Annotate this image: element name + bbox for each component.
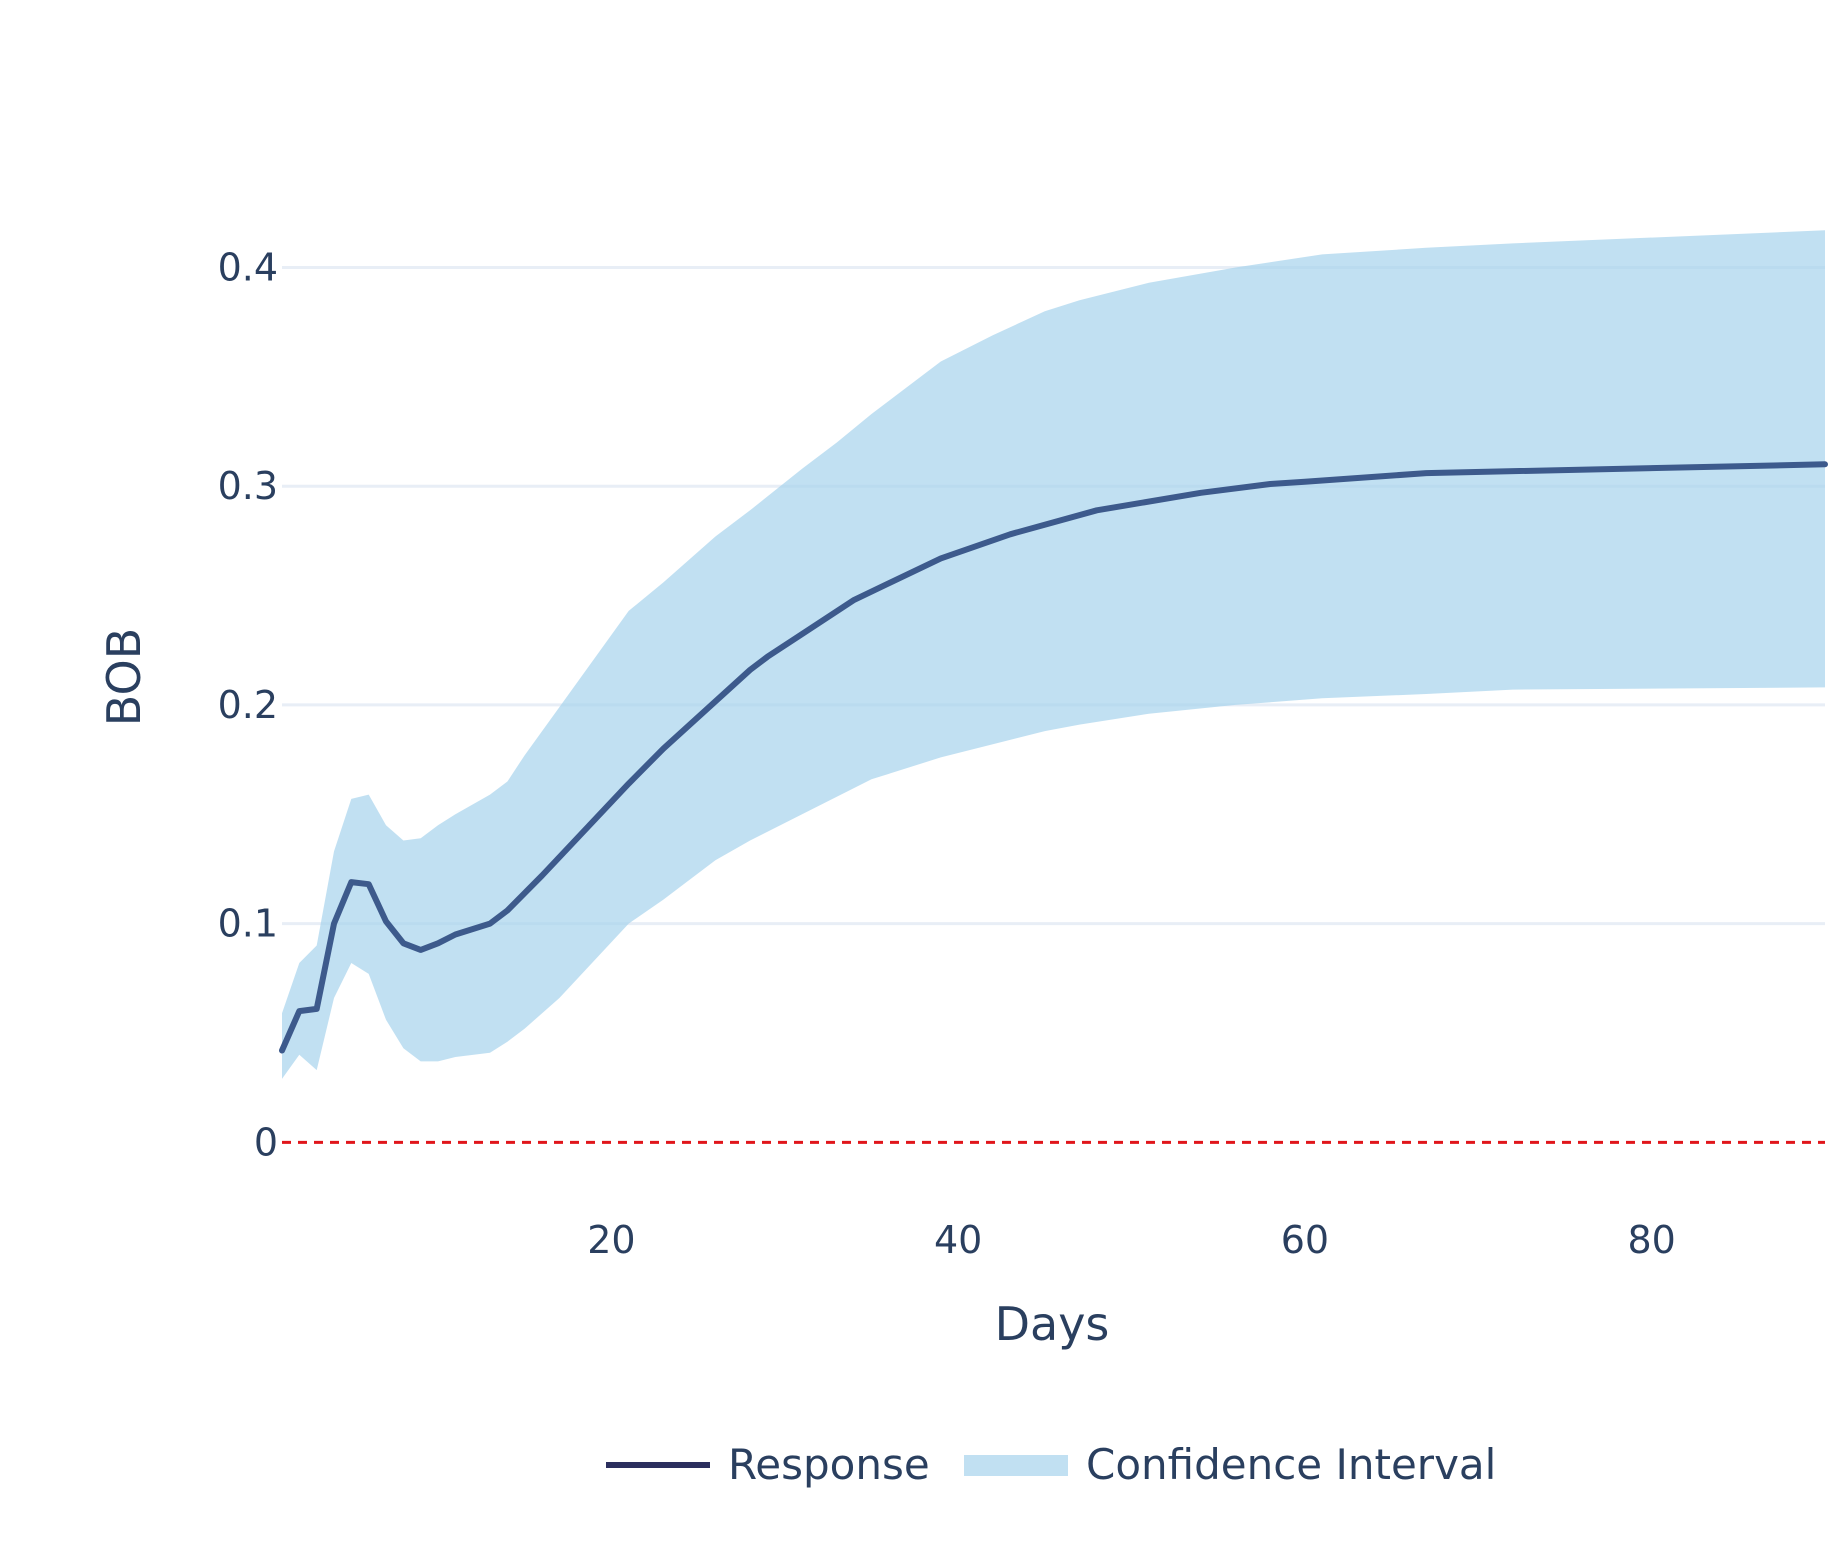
y-tick-label-4: 0.4 — [218, 245, 278, 289]
y-tick-label-0: 0 — [254, 1120, 278, 1164]
y-tick-labels: 0 0.1 0.2 0.3 0.4 — [218, 245, 278, 1164]
x-tick-label-0: 20 — [587, 1218, 635, 1262]
x-tick-label-3: 80 — [1627, 1218, 1675, 1262]
x-tick-labels: 20 40 60 80 — [587, 1218, 1676, 1262]
y-tick-label-2: 0.2 — [218, 683, 278, 727]
confidence-band — [282, 230, 1825, 1079]
x-tick-label-2: 60 — [1281, 1218, 1329, 1262]
y-tick-label-3: 0.3 — [218, 464, 278, 508]
legend-confidence-swatch — [964, 1455, 1068, 1476]
legend: Response Confidence Interval — [606, 1440, 1496, 1489]
confidence-band-layer — [282, 230, 1825, 1079]
response-line-layer — [279, 461, 1828, 1054]
x-tick-label-1: 40 — [934, 1218, 982, 1262]
response-line — [279, 461, 1828, 1054]
y-axis-title: BOB — [97, 628, 151, 727]
legend-response-label: Response — [728, 1440, 930, 1489]
y-tick-label-1: 0.1 — [218, 902, 278, 946]
x-axis-title: Days — [995, 1297, 1110, 1351]
legend-confidence-label: Confidence Interval — [1086, 1440, 1496, 1489]
